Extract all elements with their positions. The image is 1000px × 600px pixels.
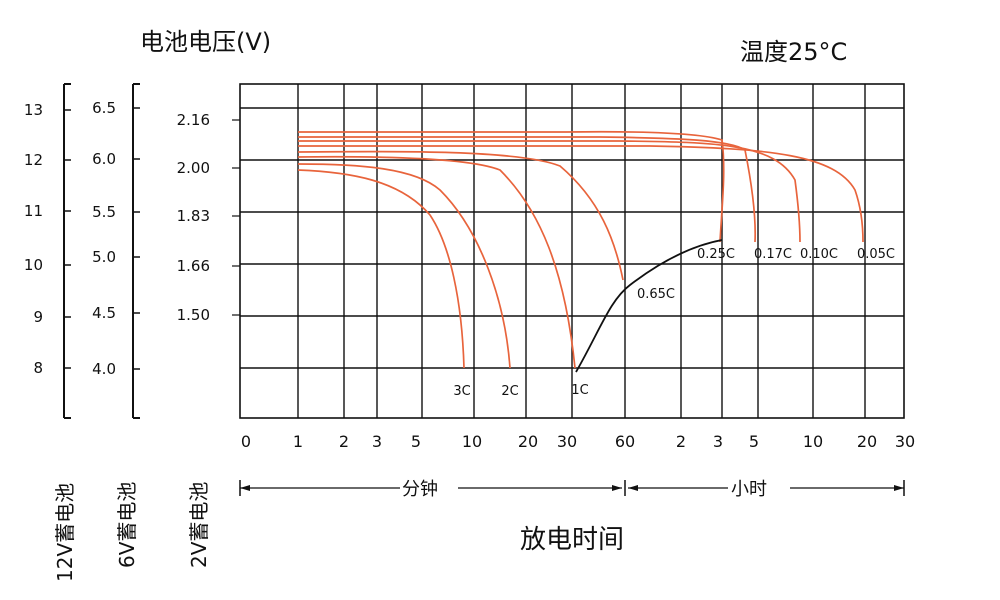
discharge-curves: 3C 2C 1C 0.65C 0.25C 0.17C 0.10C 0.05C — [297, 130, 895, 399]
curve-label: 0.10C — [800, 247, 838, 262]
y-axis-label-6v: 6V蓄电池 — [115, 482, 139, 568]
y-tick-label: 4.5 — [92, 304, 116, 322]
x-tick-label: 1 — [293, 432, 303, 451]
x-axis-label: 放电时间 — [520, 525, 624, 555]
curve-005C — [297, 169, 465, 369]
x-unit-hours: 小时 — [731, 479, 767, 500]
curve-010C — [297, 163, 511, 369]
y-axes: 13 12 11 10 9 8 6.5 6.0 5.5 5.0 4.5 4.0 2.16 2.00 1.83… — [24, 83, 240, 419]
chart-title: 电池电压(V) — [140, 28, 271, 56]
x-tick-label: 2 — [339, 432, 349, 451]
x-tick-label: 5 — [411, 432, 421, 451]
curve-label: 0.25C — [697, 247, 735, 262]
x-unit-minutes: 分钟 — [402, 479, 438, 500]
x-tick-label: 5 — [749, 432, 759, 451]
y-tick-label: 1.83 — [177, 207, 210, 225]
y-tick-label: 11 — [24, 202, 43, 220]
curve-017C — [297, 155, 576, 369]
curve-label: 3C — [453, 384, 470, 399]
x-tick-label: 2 — [676, 432, 686, 451]
y-tick-label: 6.0 — [92, 150, 116, 168]
curve-label: 0.65C — [637, 287, 675, 302]
y-tick-label: 12 — [24, 151, 43, 169]
y-tick-label: 6.5 — [92, 99, 116, 117]
x-tick-label: 20 — [518, 432, 538, 451]
curve-label: 0.17C — [754, 247, 792, 262]
x-tick-label: 30 — [895, 432, 915, 451]
y-axis-label-12v: 12V蓄电池 — [53, 483, 77, 582]
y-tick-label: 5.5 — [92, 203, 116, 221]
y-tick-label: 5.0 — [92, 248, 116, 266]
y-tick-label: 10 — [24, 256, 43, 274]
x-tick-label: 10 — [462, 432, 482, 451]
y-tick-label: 4.0 — [92, 360, 116, 378]
x-tick-label: 10 — [803, 432, 823, 451]
y-tick-label: 8 — [33, 359, 43, 377]
curve-025C — [297, 150, 624, 281]
y-axis-label-2v: 2V蓄电池 — [187, 482, 211, 568]
y-tick-label: 1.50 — [177, 306, 210, 324]
x-tick-label: 30 — [557, 432, 577, 451]
cutoff-line — [575, 239, 723, 373]
curve-label: 1C — [571, 383, 588, 398]
curve-label: 0.05C — [857, 247, 895, 262]
y-tick-label: 2.16 — [177, 111, 210, 129]
x-tick-label: 3 — [372, 432, 382, 451]
y-tick-label: 9 — [33, 308, 43, 326]
y-tick-label: 2.00 — [177, 159, 210, 177]
curve-065C — [298, 145, 864, 243]
x-unit-bar: 分钟 小时 — [239, 479, 905, 500]
temperature-note: 温度25°C — [740, 38, 847, 66]
plot-grid — [239, 83, 905, 419]
y-tick-label: 13 — [24, 101, 43, 119]
y-tick-label: 1.66 — [177, 257, 210, 275]
curve-label: 2C — [501, 384, 518, 399]
x-axis-ticks: 0 1 2 3 5 10 20 30 60 2 3 5 10 20 30 — [241, 432, 915, 451]
x-tick-label: 0 — [241, 432, 251, 451]
curve-1C — [298, 140, 801, 243]
x-tick-label: 3 — [713, 432, 723, 451]
curve-3C — [298, 130, 725, 243]
x-tick-label: 20 — [857, 432, 877, 451]
x-tick-label: 60 — [615, 432, 635, 451]
